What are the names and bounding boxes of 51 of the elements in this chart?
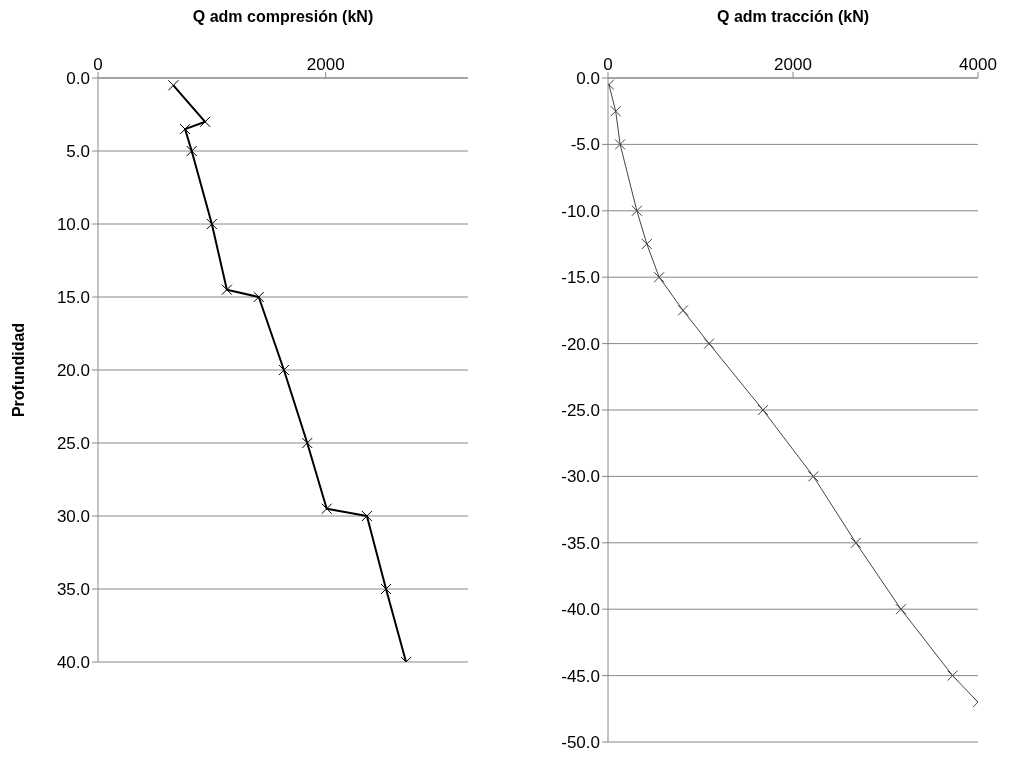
point <box>278 364 290 376</box>
y-tick-label: -30.0 <box>561 467 600 487</box>
y-tick-label: 5.0 <box>66 142 90 162</box>
point <box>653 271 665 283</box>
y-tick-label: 0.0 <box>66 69 90 89</box>
x-tick-label: 4000 <box>959 55 997 74</box>
x-axis-title: Q adm compresión (kN) <box>191 8 375 27</box>
y-tick-label: 25.0 <box>56 434 90 454</box>
y-tick-label: 40.0 <box>56 653 90 673</box>
point <box>807 470 819 482</box>
point <box>253 291 265 303</box>
point <box>321 503 333 515</box>
y-tick-label: 20.0 <box>56 361 90 381</box>
x-tick-label: 2000 <box>774 55 812 74</box>
point <box>301 437 313 449</box>
point <box>179 123 191 135</box>
point <box>167 79 179 91</box>
y-axis-title: Profundidad <box>9 322 27 418</box>
y-tick-label: -35.0 <box>561 533 600 553</box>
point <box>947 670 959 682</box>
y-tick-label: 0.0 <box>576 69 600 89</box>
x-tick-label: 2000 <box>306 55 345 74</box>
y-tick-label: 35.0 <box>56 580 90 600</box>
x-tick-label: 0 <box>603 55 613 74</box>
point <box>186 145 198 157</box>
y-tick-label: -50.0 <box>561 733 600 753</box>
y-tick-label: -25.0 <box>561 401 600 421</box>
y-tick-label: -20.0 <box>561 334 600 354</box>
point <box>610 105 622 117</box>
point <box>895 603 907 615</box>
y-tick-label: -45.0 <box>561 666 600 686</box>
y-tick-label: -40.0 <box>561 600 600 620</box>
point <box>206 218 218 230</box>
y-tick-label: 10.0 <box>56 215 90 235</box>
y-tick-label: 30.0 <box>56 507 90 527</box>
point <box>199 116 211 128</box>
point <box>703 338 715 350</box>
point <box>677 304 689 316</box>
y-tick-label: -5.0 <box>570 135 600 155</box>
y-tick-label: 15.0 <box>56 288 90 308</box>
point <box>631 205 643 217</box>
x-tick-label: 0 <box>93 55 103 74</box>
point <box>850 537 862 549</box>
point <box>361 510 373 522</box>
point <box>641 238 653 250</box>
point <box>221 284 233 296</box>
y-tick-label: -15.0 <box>561 268 600 288</box>
y-tick-label: -10.0 <box>561 201 600 221</box>
point <box>614 138 626 150</box>
x-axis-title: Q adm tracción (kN) <box>716 8 870 27</box>
point <box>757 404 769 416</box>
